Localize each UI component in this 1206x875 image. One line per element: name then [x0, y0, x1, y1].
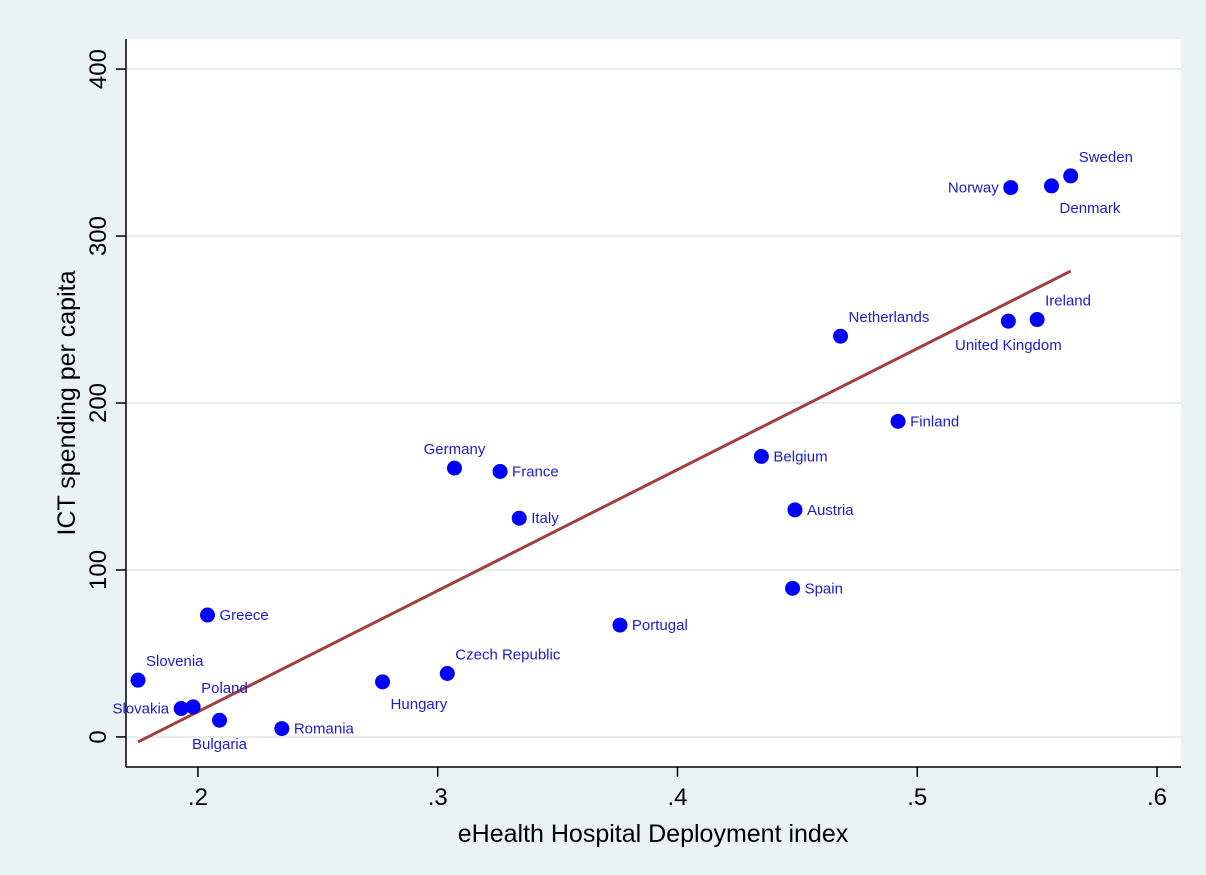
- data-point: [375, 674, 390, 689]
- point-label: Spain: [805, 580, 843, 597]
- point-label: Finland: [910, 413, 959, 430]
- point-label: Norway: [948, 180, 999, 197]
- point-label: France: [512, 463, 559, 480]
- data-point: [512, 511, 527, 526]
- data-point: [174, 701, 189, 716]
- data-point: [1001, 314, 1016, 329]
- x-tick-label: .4: [667, 784, 687, 811]
- data-point: [440, 666, 455, 681]
- y-axis-title: ICT spending per capita: [53, 270, 81, 535]
- point-label: Denmark: [1060, 200, 1121, 217]
- data-point: [785, 581, 800, 596]
- y-tick-label: 100: [85, 550, 112, 590]
- point-label: Poland: [201, 680, 248, 697]
- data-point: [787, 502, 802, 517]
- x-tick-label: .2: [188, 784, 208, 811]
- data-point: [1003, 180, 1018, 195]
- data-point: [891, 414, 906, 429]
- data-point: [212, 713, 227, 728]
- point-label: Hungary: [391, 696, 448, 713]
- point-label: Romania: [294, 721, 355, 738]
- point-label: Belgium: [773, 448, 827, 465]
- point-label: Slovakia: [112, 701, 169, 718]
- data-point: [1044, 178, 1059, 193]
- y-tick-label: 400: [85, 49, 112, 89]
- point-label: Czech Republic: [455, 646, 561, 663]
- point-label: Slovenia: [146, 653, 204, 670]
- data-point: [612, 618, 627, 633]
- x-tick-label: .6: [1147, 784, 1167, 811]
- data-point: [274, 721, 289, 736]
- x-axis-title: eHealth Hospital Deployment index: [458, 820, 849, 848]
- data-point: [1030, 312, 1045, 327]
- y-tick-label: 300: [85, 216, 112, 256]
- point-label: Austria: [807, 502, 854, 519]
- x-tick-label: .5: [907, 784, 927, 811]
- data-point: [130, 673, 145, 688]
- data-point: [833, 329, 848, 344]
- point-label: Netherlands: [849, 309, 930, 326]
- point-label: United Kingdom: [955, 337, 1062, 354]
- point-label: Portugal: [632, 617, 688, 634]
- point-label: Ireland: [1045, 293, 1091, 310]
- point-label: Germany: [424, 441, 486, 458]
- data-point: [447, 461, 462, 476]
- point-label: Sweden: [1079, 149, 1133, 166]
- data-point: [754, 449, 769, 464]
- y-tick-label: 0: [85, 730, 112, 743]
- point-label: Bulgaria: [192, 736, 248, 753]
- data-point: [1063, 168, 1078, 183]
- data-point: [493, 464, 508, 479]
- point-label: Greece: [220, 607, 269, 624]
- point-label: Italy: [531, 510, 559, 527]
- data-point: [200, 608, 215, 623]
- x-tick-label: .3: [428, 784, 448, 811]
- y-tick-label: 200: [85, 383, 112, 423]
